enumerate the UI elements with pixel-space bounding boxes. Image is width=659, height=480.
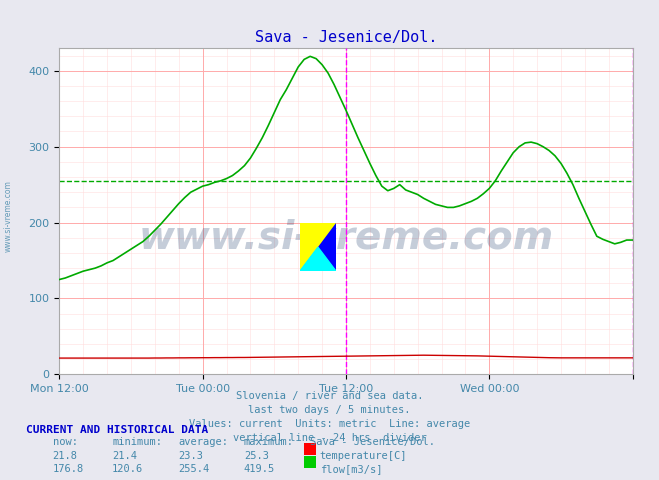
Text: minimum:: minimum: bbox=[112, 437, 162, 447]
Text: www.si-vreme.com: www.si-vreme.com bbox=[3, 180, 13, 252]
Text: average:: average: bbox=[178, 437, 228, 447]
Text: Sava - Jesenice/Dol.: Sava - Jesenice/Dol. bbox=[310, 437, 435, 447]
Text: flow[m3/s]: flow[m3/s] bbox=[320, 464, 382, 474]
Text: 176.8: 176.8 bbox=[53, 464, 84, 474]
Text: CURRENT AND HISTORICAL DATA: CURRENT AND HISTORICAL DATA bbox=[26, 425, 209, 435]
Text: 21.8: 21.8 bbox=[53, 451, 78, 461]
Polygon shape bbox=[300, 247, 336, 271]
Title: Sava - Jesenice/Dol.: Sava - Jesenice/Dol. bbox=[255, 30, 437, 46]
Text: 25.3: 25.3 bbox=[244, 451, 269, 461]
Text: www.si-vreme.com: www.si-vreme.com bbox=[138, 218, 554, 256]
Text: 21.4: 21.4 bbox=[112, 451, 137, 461]
Polygon shape bbox=[300, 223, 336, 271]
Polygon shape bbox=[300, 223, 336, 271]
Text: 23.3: 23.3 bbox=[178, 451, 203, 461]
Text: temperature[C]: temperature[C] bbox=[320, 451, 407, 461]
Text: Slovenia / river and sea data.
last two days / 5 minutes.
Values: current  Units: Slovenia / river and sea data. last two … bbox=[189, 391, 470, 443]
Text: 419.5: 419.5 bbox=[244, 464, 275, 474]
Text: 120.6: 120.6 bbox=[112, 464, 143, 474]
Text: now:: now: bbox=[53, 437, 78, 447]
Text: 255.4: 255.4 bbox=[178, 464, 209, 474]
Text: maximum:: maximum: bbox=[244, 437, 294, 447]
